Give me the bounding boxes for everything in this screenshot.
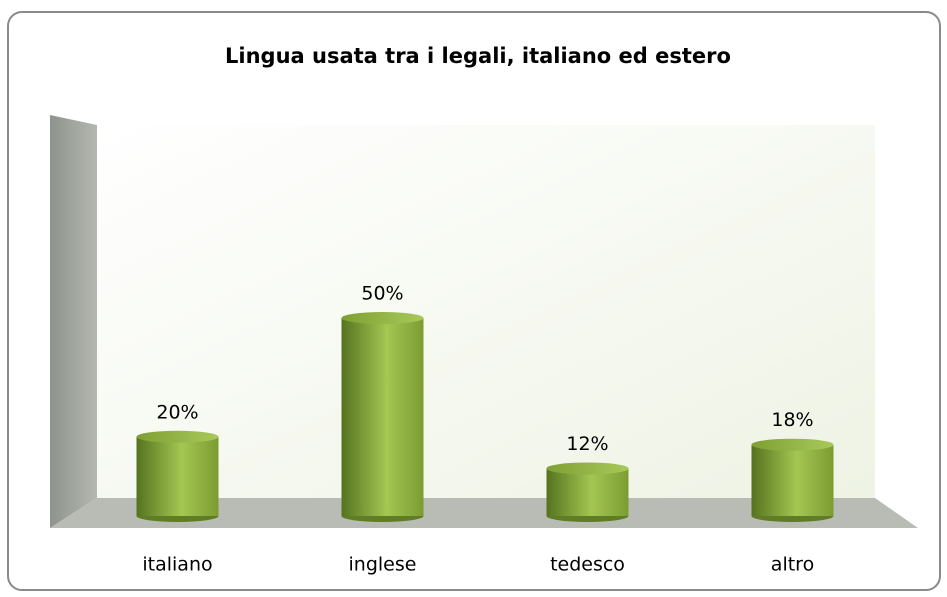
x-tick-label: tedesco — [550, 554, 625, 576]
data-label: 18% — [771, 409, 813, 431]
bar — [546, 468, 629, 516]
bar-top — [136, 430, 219, 443]
x-tick-label: italiano — [142, 554, 212, 576]
data-label: 20% — [156, 401, 198, 423]
x-tick-label: inglese — [349, 554, 417, 576]
bar-top — [341, 312, 424, 324]
bar-top — [546, 462, 629, 475]
back-wall — [97, 125, 875, 498]
bar — [751, 444, 834, 516]
chart-title: Lingua usata tra i legali, italiano ed e… — [225, 44, 731, 68]
side-wall — [50, 115, 97, 528]
bar-top — [751, 438, 834, 451]
x-tick-label: altro — [771, 554, 814, 576]
data-label: 50% — [361, 283, 403, 305]
floor — [50, 498, 918, 528]
bar — [341, 318, 424, 516]
data-label: 12% — [566, 433, 608, 455]
bar — [136, 436, 219, 516]
